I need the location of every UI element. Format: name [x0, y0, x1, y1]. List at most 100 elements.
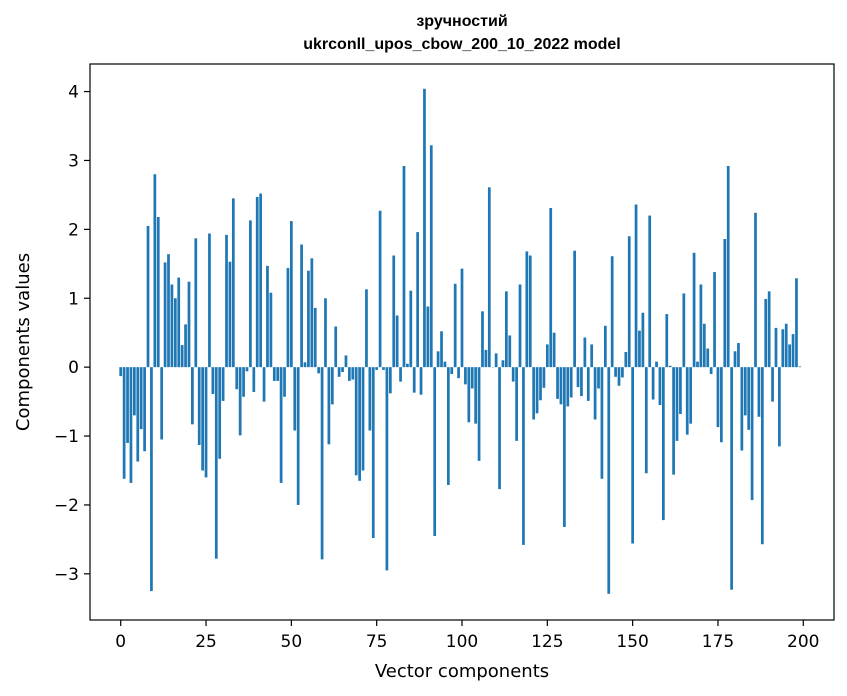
- bar: [238, 367, 242, 436]
- bar: [641, 312, 645, 368]
- bar: [720, 367, 723, 443]
- bar: [382, 367, 385, 370]
- bar: [771, 367, 774, 402]
- bar: [556, 367, 559, 399]
- bar: [180, 345, 184, 368]
- bar: [709, 367, 713, 375]
- bar: [184, 324, 187, 368]
- bar: [208, 233, 211, 368]
- y-tick-label: −1: [54, 427, 79, 447]
- bar: [412, 367, 416, 393]
- bar: [358, 367, 361, 481]
- bar: [286, 267, 290, 368]
- bar: [563, 367, 566, 527]
- bar: [395, 315, 399, 368]
- bar: [750, 367, 754, 501]
- bar: [716, 367, 720, 428]
- bar: [249, 220, 252, 368]
- bar: [501, 360, 505, 368]
- bar: [351, 367, 355, 380]
- bar: [300, 244, 303, 368]
- bar: [737, 343, 740, 368]
- bar: [696, 361, 699, 368]
- bar: [375, 367, 379, 370]
- bar: [194, 238, 198, 368]
- bar: [631, 367, 635, 544]
- y-tick-label: 0: [68, 358, 79, 378]
- bar: [337, 367, 341, 377]
- bar: [522, 367, 525, 545]
- bar: [385, 367, 389, 571]
- bar: [648, 215, 652, 368]
- bar: [460, 268, 464, 368]
- bar: [743, 367, 747, 416]
- bar: [590, 344, 594, 368]
- bar: [146, 225, 150, 368]
- bar: [160, 367, 164, 440]
- bar: [406, 363, 409, 368]
- bar: [259, 193, 263, 368]
- bar: [191, 367, 194, 425]
- bar: [498, 367, 501, 490]
- bar: [569, 367, 573, 398]
- bar: [778, 367, 781, 447]
- bar: [218, 367, 222, 459]
- bar: [644, 367, 648, 474]
- bar: [535, 367, 539, 414]
- bar: [354, 367, 358, 476]
- bar: [344, 355, 348, 368]
- bar: [477, 367, 481, 461]
- bar: [361, 367, 365, 471]
- bar: [682, 293, 686, 368]
- bar: [668, 365, 672, 368]
- bar: [416, 232, 419, 368]
- bar: [525, 251, 529, 368]
- bar: [293, 367, 297, 431]
- bar: [242, 367, 245, 397]
- bar: [211, 367, 215, 395]
- y-tick-label: 2: [68, 220, 79, 240]
- bar: [661, 367, 665, 521]
- bar: [774, 327, 778, 368]
- bar: [133, 367, 136, 416]
- bar: [255, 196, 259, 368]
- bar: [272, 367, 276, 381]
- bar: [487, 187, 491, 368]
- bar: [651, 367, 655, 400]
- bar: [638, 330, 641, 368]
- bar: [423, 88, 426, 368]
- bar: [313, 307, 317, 368]
- bar: [723, 239, 727, 368]
- bar: [532, 367, 536, 420]
- bar: [173, 298, 177, 368]
- bar: [689, 367, 693, 424]
- bar: [665, 314, 669, 368]
- bar: [231, 198, 235, 368]
- bar: [730, 367, 733, 590]
- bar: [627, 236, 631, 368]
- bar: [733, 351, 737, 368]
- bar: [221, 367, 225, 401]
- bar: [614, 367, 617, 377]
- bar: [307, 270, 310, 368]
- bar: [511, 367, 515, 382]
- bar: [624, 351, 628, 368]
- bar: [795, 278, 798, 368]
- bar: [764, 298, 768, 368]
- bar: [296, 367, 300, 505]
- bar: [228, 261, 232, 368]
- x-tick-label: 125: [531, 632, 563, 652]
- bar: [740, 367, 744, 451]
- bar: [757, 367, 761, 417]
- bar: [586, 367, 590, 401]
- bar: [330, 367, 334, 405]
- bar: [368, 367, 372, 431]
- x-tick-label: 200: [787, 632, 819, 652]
- x-tick-label: 150: [616, 632, 648, 652]
- bar: [610, 256, 614, 368]
- bar: [201, 367, 204, 471]
- bar: [122, 367, 126, 479]
- bar: [156, 216, 160, 368]
- bar: [187, 281, 191, 368]
- bar: [685, 367, 689, 435]
